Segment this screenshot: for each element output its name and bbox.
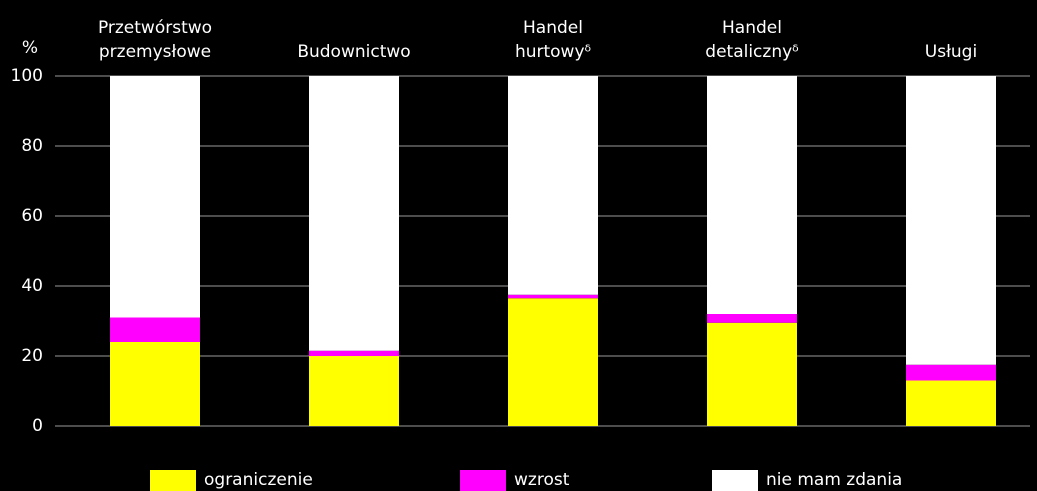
bar-segment xyxy=(309,350,399,356)
y-tick-label: 40 xyxy=(21,276,43,296)
legend-swatch xyxy=(150,470,196,491)
y-tick-label: 100 xyxy=(11,66,43,86)
bar-segment xyxy=(707,322,797,426)
legend-label: nie mam zdania xyxy=(766,470,902,490)
bar-segment xyxy=(508,294,598,299)
bar-segment xyxy=(906,76,996,365)
bar-segment xyxy=(707,314,797,323)
y-axis-label: % xyxy=(22,38,38,58)
y-tick-label: 60 xyxy=(21,206,43,226)
bar-segment xyxy=(309,76,399,351)
x-tick-label: Budownictwo xyxy=(297,42,411,62)
bar-segment xyxy=(309,356,399,426)
y-tick-label: 80 xyxy=(21,136,43,156)
x-tick-label: Usługi xyxy=(924,42,978,62)
bar-segment xyxy=(906,364,996,381)
bar-segment xyxy=(110,342,200,426)
bar-segment xyxy=(110,76,200,318)
legend-label: ograniczenie xyxy=(204,470,313,490)
x-tick-label: Przetwórstwo przemysłowe xyxy=(97,18,213,62)
legend-swatch xyxy=(712,470,758,491)
bar-segment xyxy=(906,380,996,426)
x-tick-label: Handel detalicznyᵟ xyxy=(705,18,799,62)
x-tick-label: Handel hurtowyᵟ xyxy=(514,18,592,62)
legend-label: wzrost xyxy=(514,470,570,490)
bar-segment xyxy=(110,317,200,342)
bar-segment xyxy=(508,298,598,426)
bar-segment xyxy=(508,76,598,295)
y-tick-label: 20 xyxy=(21,346,43,366)
y-tick-label: 0 xyxy=(32,416,43,436)
bar-segment xyxy=(707,76,797,314)
legend-swatch xyxy=(460,470,506,491)
